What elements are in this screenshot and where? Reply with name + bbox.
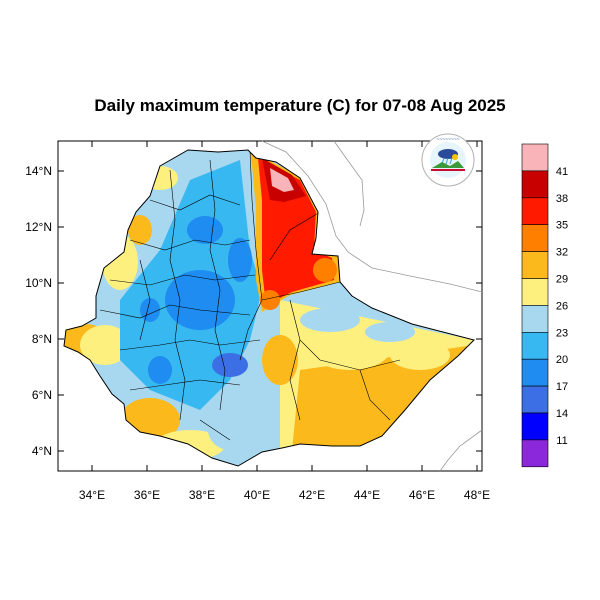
x-tick-label: 38°E <box>189 488 215 502</box>
colorbar-label: 17 <box>556 381 568 393</box>
y-tick-label: 10°N <box>25 276 52 290</box>
colorbar-swatch <box>521 170 549 199</box>
x-tick-label: 48°E <box>464 488 490 502</box>
colorbar-swatch <box>521 143 549 172</box>
colorbar-label: 38 <box>556 193 568 205</box>
colorbar-swatch <box>521 197 549 226</box>
y-axis: 14°N 12°N 10°N 8°N 6°N 4°N <box>25 164 482 458</box>
colorbar-label: 32 <box>556 247 568 259</box>
x-tick-label: 40°E <box>244 488 270 502</box>
colorbar-swatch <box>521 224 549 252</box>
colorbar-label: 41 <box>556 166 568 178</box>
colorbar-swatch <box>521 278 549 306</box>
y-tick-label: 4°N <box>32 444 52 458</box>
colorbar-swatch <box>521 305 549 333</box>
x-tick-label: 44°E <box>354 488 380 502</box>
x-tick-label: 34°E <box>79 488 105 502</box>
colorbar-label: 14 <box>556 408 568 420</box>
svg-text:~~~~~~~~: ~~~~~~~~ <box>436 137 459 143</box>
colorbar-label: 29 <box>556 274 568 286</box>
colorbar-label: 20 <box>556 354 568 366</box>
colorbar-label: 11 <box>556 435 567 447</box>
admin-boundaries <box>99 150 401 441</box>
colorbar-label: 35 <box>556 220 568 232</box>
y-tick-label: 14°N <box>25 164 52 178</box>
y-tick-label: 12°N <box>25 220 52 234</box>
colorbar-swatch <box>521 358 549 387</box>
y-tick-label: 6°N <box>32 388 52 402</box>
colorbar-swatch <box>521 385 549 414</box>
map-title: Daily maximum temperature (C) for 07-08 … <box>94 96 506 115</box>
ethiopian-meteorology-logo: ~~~~~~~~ <box>421 133 475 187</box>
colorbar: 41 38 35 32 29 26 23 20 17 14 11 <box>521 143 568 468</box>
colorbar-swatch <box>521 439 549 468</box>
colorbar-swatch <box>521 251 549 279</box>
colorbar-swatch <box>521 412 549 441</box>
colorbar-label: 26 <box>556 300 568 312</box>
x-tick-label: 36°E <box>134 488 160 502</box>
x-tick-label: 46°E <box>409 488 435 502</box>
country-border <box>63 149 475 467</box>
y-tick-label: 8°N <box>32 332 52 346</box>
x-tick-label: 42°E <box>299 488 325 502</box>
colorbar-swatch <box>521 331 549 360</box>
colorbar-label: 23 <box>556 327 568 339</box>
x-axis: 34°E 36°E 38°E 40°E 42°E 44°E 46°E 48°E <box>79 141 490 502</box>
